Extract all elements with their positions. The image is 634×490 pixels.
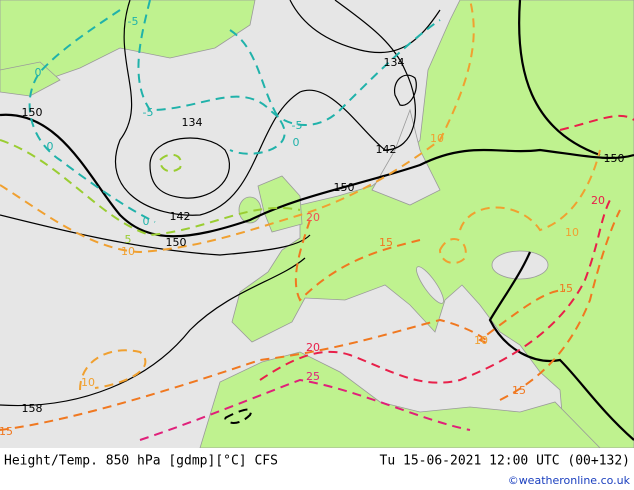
credit: ©weatheronline.co.uk	[508, 474, 631, 487]
footer-title: Height/Temp. 850 hPa [gdmp][°C] CFS	[4, 454, 278, 469]
contour-label: 15	[559, 282, 573, 295]
contour-label: 10	[430, 132, 444, 145]
contour-142	[114, 0, 416, 216]
contour-label: 20	[306, 211, 320, 224]
britain	[257, 175, 303, 233]
black-sea	[491, 250, 549, 280]
isotherm	[28, 9, 156, 223]
contour-label: 15	[379, 236, 393, 249]
contour-134	[149, 137, 231, 199]
contour	[0, 214, 311, 256]
isotherm	[0, 0, 475, 254]
contour-label: 25	[306, 370, 320, 383]
isotherm	[224, 408, 252, 424]
contour-150	[518, 0, 601, 157]
contour-labels: 150134134142142150150150158-5-5-50000510…	[0, 15, 625, 438]
contour-label: 150	[22, 106, 43, 119]
isotherm	[559, 114, 634, 131]
contour-150	[488, 251, 634, 441]
isotherm	[259, 199, 611, 384]
height-contours	[0, 0, 634, 441]
contour-label: -5	[143, 106, 154, 119]
isotherm	[79, 349, 147, 391]
footer-time: Tu 15-06-2021 12:00 UTC (00+132)	[380, 454, 630, 469]
adriatic	[416, 266, 444, 304]
contour-label: 150	[166, 236, 187, 249]
isotherm	[438, 238, 467, 265]
contour-label: 150	[604, 152, 625, 165]
isotherm	[229, 29, 286, 155]
contour-label: 20	[306, 341, 320, 354]
contour-label: 0	[47, 140, 54, 153]
isotherm	[0, 139, 301, 237]
contour-label: 10	[121, 245, 135, 258]
contour-label: 158	[22, 402, 43, 415]
contour-label: -5	[128, 15, 139, 28]
contour-label: 142	[376, 143, 397, 156]
contour-label: 15	[0, 425, 13, 438]
contour-158	[0, 257, 306, 407]
contour-label: 0	[143, 215, 150, 228]
contour-label: 15	[512, 384, 526, 397]
contour-label: 10	[565, 226, 579, 239]
temperature-contours	[0, 0, 634, 441]
isotherm	[499, 209, 621, 401]
contour-label: 0	[35, 66, 42, 79]
land	[0, 0, 634, 449]
contour-label: 142	[170, 210, 191, 223]
contour-150	[0, 113, 634, 238]
contour-label: 150	[334, 181, 355, 194]
contour-134	[393, 74, 417, 106]
isotherm	[137, 0, 441, 126]
iceland	[0, 61, 61, 97]
isotherm	[294, 219, 421, 302]
contour-label: 134	[384, 56, 405, 69]
isotherm	[0, 289, 566, 431]
contour-label: 10	[81, 376, 95, 389]
contour-label: 0	[293, 136, 300, 149]
footer	[0, 448, 634, 490]
baltic	[371, 108, 441, 206]
isotherm	[158, 153, 182, 173]
europe	[231, 0, 634, 449]
inland-seas	[371, 108, 549, 304]
contour-label: 10	[474, 334, 488, 347]
contour-label: 134	[182, 116, 203, 129]
isotherm	[139, 378, 471, 441]
contour-label: -5	[292, 119, 303, 132]
isotherm	[459, 149, 601, 232]
contour-label: 20	[591, 194, 605, 207]
africa	[199, 351, 601, 449]
contour-label: 5	[125, 233, 132, 246]
